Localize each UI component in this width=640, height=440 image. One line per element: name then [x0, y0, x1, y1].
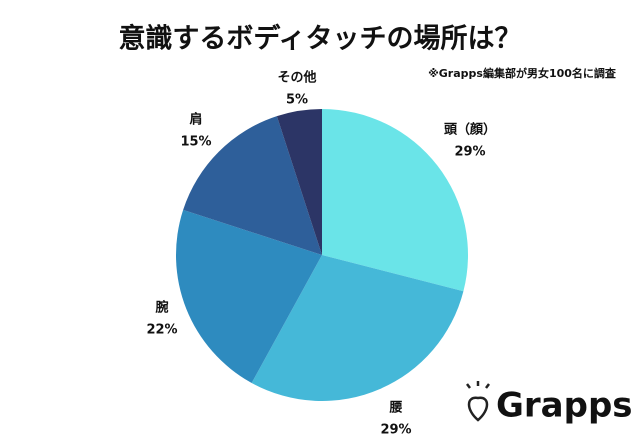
slice-label: 腕 [155, 300, 168, 316]
slice-label: 肩 [189, 112, 202, 128]
slice-label: その他 [277, 70, 316, 86]
value-label: 29% [454, 145, 485, 160]
value-label: 29% [380, 423, 411, 438]
value-label: 22% [146, 323, 177, 338]
slice-label: 頭（顔） [444, 122, 496, 138]
pie-slice [276, 109, 322, 255]
chart-subtitle: ※Grapps編集部が男女100名に調査 [428, 66, 616, 80]
logo-icon [466, 381, 490, 422]
value-label: 15% [180, 135, 211, 150]
logo: Grapps [496, 386, 633, 426]
pie-slice [322, 109, 468, 292]
pie-slice [175, 209, 322, 383]
value-label: 5% [286, 93, 308, 108]
chart-title: 意識するボディタッチの場所は？ [118, 23, 521, 55]
pie-slice [251, 255, 464, 401]
slice-label: 腰 [388, 401, 402, 416]
pie-slice [183, 116, 322, 255]
